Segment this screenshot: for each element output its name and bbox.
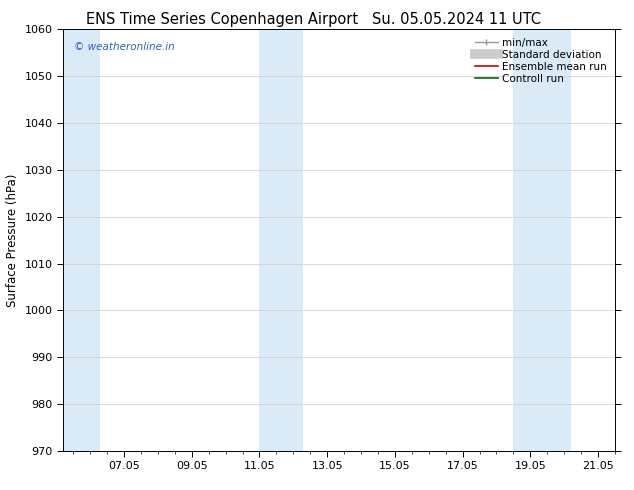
Text: Su. 05.05.2024 11 UTC: Su. 05.05.2024 11 UTC [372,12,541,27]
Legend: min/max, Standard deviation, Ensemble mean run, Controll run: min/max, Standard deviation, Ensemble me… [472,35,610,87]
Text: ENS Time Series Copenhagen Airport: ENS Time Series Copenhagen Airport [86,12,358,27]
Bar [514,29,530,451]
Y-axis label: Surface Pressure (hPa): Surface Pressure (hPa) [6,173,19,307]
Bar [530,29,571,451]
Bar [259,29,304,451]
Bar [63,29,100,451]
Text: © weatheronline.in: © weatheronline.in [74,42,175,52]
